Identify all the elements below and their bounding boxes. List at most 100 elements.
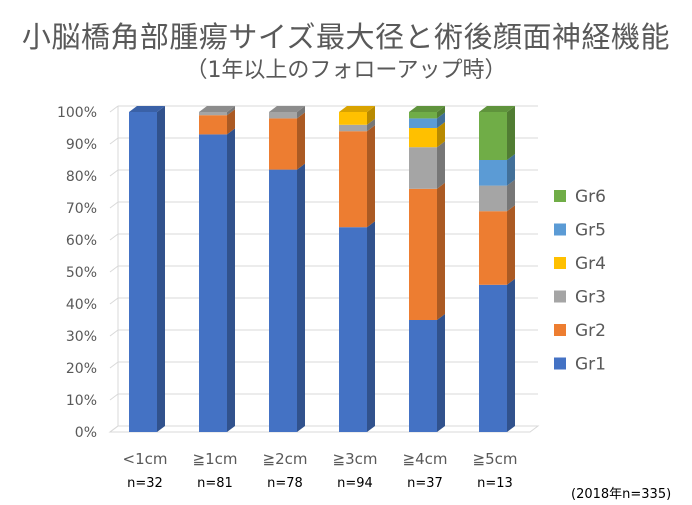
bar-side	[227, 109, 235, 135]
bar-top	[199, 106, 235, 112]
bar-segment-gr3	[409, 141, 445, 189]
bar-stack	[199, 106, 235, 432]
gridline-diagonal	[109, 361, 119, 369]
bar-side	[437, 141, 445, 189]
gridline-diagonal	[109, 297, 119, 305]
y-tick-label: 50%	[66, 265, 97, 281]
bar-segment-gr3	[339, 118, 375, 132]
bar-face	[409, 320, 437, 432]
legend-item-gr2: Gr2	[554, 321, 606, 341]
bar-segment-gr2	[339, 125, 375, 228]
bar-side	[297, 106, 305, 119]
bar-top	[129, 106, 165, 112]
bar-segment-gr1	[339, 221, 375, 432]
legend-label: Gr6	[575, 187, 606, 207]
legend-label: Gr2	[575, 321, 606, 341]
bar-segment-gr1	[409, 314, 445, 432]
chart-title: 小脳橋角部腫瘍サイズ最大径と術後顔面神経機能	[21, 20, 671, 54]
category-count-label: n=81	[197, 476, 233, 491]
y-tick-label: 40%	[66, 297, 97, 313]
gridline-diagonal	[109, 169, 119, 177]
bar-segment-gr6	[409, 106, 445, 119]
legend-item-gr6: Gr6	[554, 187, 606, 207]
x-tick-label: ≧3cm	[333, 450, 378, 468]
legend-label: Gr5	[575, 221, 606, 241]
bar-face	[479, 112, 507, 160]
bar-side	[507, 106, 515, 160]
bar-face	[199, 134, 227, 432]
bar-segment-gr1	[129, 106, 165, 432]
bar-side	[437, 314, 445, 432]
bar-side	[437, 112, 445, 128]
bar-side	[437, 182, 445, 320]
bar-face	[199, 112, 227, 116]
bar-segment-gr1	[199, 128, 235, 432]
bar-stack	[409, 106, 445, 432]
bar-segment-gr3	[269, 106, 305, 119]
bar-face	[339, 131, 367, 228]
bar-side	[227, 106, 235, 116]
y-tick-label: 0%	[75, 425, 97, 441]
bar-face	[339, 112, 367, 125]
bar-face	[199, 115, 227, 135]
bar-face	[479, 185, 507, 212]
bar-side	[367, 106, 375, 125]
legend-swatch	[554, 357, 566, 370]
y-tick-label: 100%	[57, 105, 97, 121]
chart-floor	[108, 425, 540, 433]
legend-swatch	[554, 324, 566, 336]
bar-segment-gr2	[409, 182, 445, 320]
gridline-diagonal	[109, 137, 119, 145]
bar-face	[409, 112, 437, 119]
bar-segment-gr4	[339, 106, 375, 125]
bar-face	[339, 124, 367, 132]
x-tick-label: ≧2cm	[263, 450, 308, 468]
legend-item-gr1: Gr1	[554, 355, 606, 375]
chart-subtitle: （1年以上のフォローアップ時）	[185, 58, 507, 83]
bar-face	[269, 112, 297, 119]
bar-face	[339, 227, 367, 432]
category-count-label: n=94	[337, 476, 373, 491]
gridline-diagonal	[109, 201, 119, 209]
legend-label: Gr1	[575, 355, 606, 375]
bar-segment-gr2	[479, 205, 515, 285]
category-count-label: n=13	[477, 476, 513, 491]
bar-top	[339, 106, 375, 112]
legend-item-gr4: Gr4	[554, 254, 606, 274]
legend-swatch	[554, 257, 566, 269]
bar-face	[129, 112, 157, 432]
bar-side	[227, 128, 235, 432]
y-tick-label: 20%	[66, 361, 97, 377]
bar-top	[409, 106, 445, 112]
bar-side	[507, 205, 515, 285]
legend-swatch	[554, 190, 566, 202]
bar-segment-gr4	[409, 122, 445, 148]
legend-swatch	[554, 290, 566, 303]
x-tick-label: <1cm	[123, 450, 168, 468]
y-tick-label: 30%	[66, 329, 97, 345]
y-tick-label: 80%	[66, 169, 97, 185]
category-count-label: n=78	[267, 476, 303, 491]
gridline-diagonal	[109, 105, 119, 113]
bar-side	[437, 106, 445, 119]
bar-side	[157, 106, 165, 432]
y-tick-label: 10%	[66, 393, 97, 409]
bar-segment-gr2	[199, 109, 235, 135]
bar-segment-gr5	[479, 154, 515, 186]
bar-face	[409, 188, 437, 320]
bar-side	[507, 179, 515, 212]
bar-segment-gr3	[199, 106, 235, 116]
bar-segment-gr3	[479, 179, 515, 212]
bar-face	[479, 211, 507, 285]
bar-top	[269, 106, 305, 112]
bar-side	[367, 118, 375, 132]
x-tick-label: ≧5cm	[473, 450, 518, 468]
bar-face	[479, 284, 507, 432]
bar-segment-gr1	[479, 278, 515, 432]
bar-stack	[339, 106, 375, 432]
bar-side	[507, 154, 515, 186]
gridline-diagonal	[109, 265, 119, 273]
legend: Gr6 Gr5 Gr4 Gr3 Gr2 Gr1	[554, 187, 606, 375]
y-axis-ticks: 0% 10% 20% 30% 40% 50% 60% 70% 80% 90% 100%	[57, 105, 97, 441]
